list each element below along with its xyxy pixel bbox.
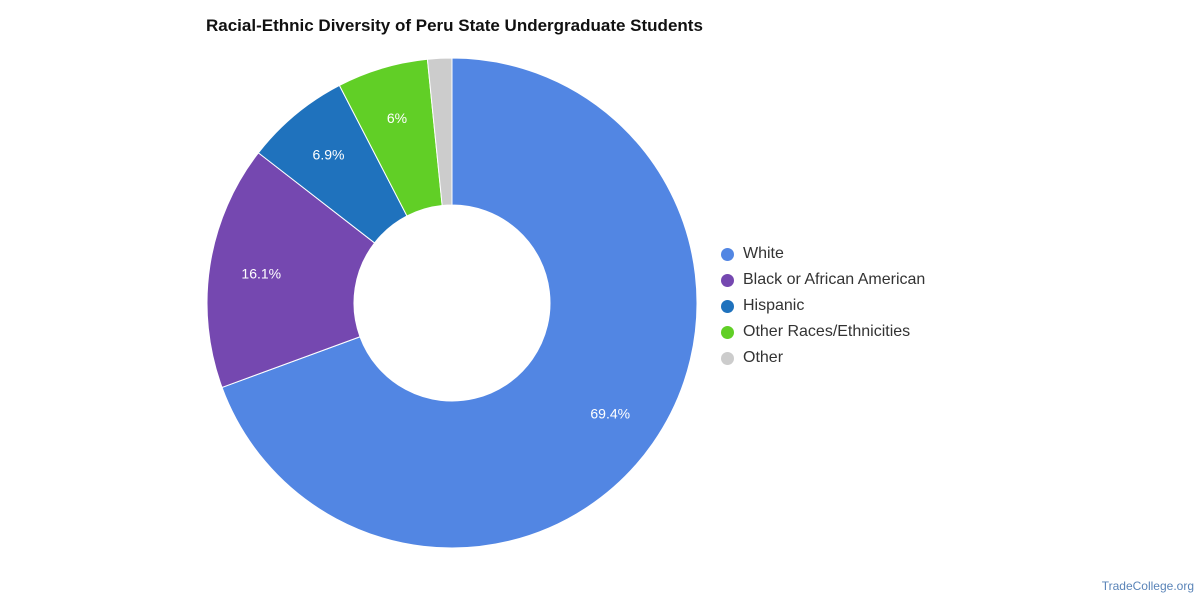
legend-label: White	[743, 245, 784, 262]
slice-label-white: 69.4%	[590, 405, 630, 421]
legend-item-other[interactable]: Other	[721, 345, 925, 371]
slice-label-other-races-ethnicities: 6%	[387, 110, 407, 126]
slice-label-hispanic: 6.9%	[313, 147, 345, 163]
legend-label: Black or African American	[743, 271, 926, 288]
source-credit[interactable]: TradeCollege.org	[1101, 579, 1194, 593]
legend-item-hispanic[interactable]: Hispanic	[721, 293, 925, 319]
slice-labels-group: 69.4% 16.1% 6.9% 6%	[241, 110, 630, 421]
legend-item-other-races-ethnicities[interactable]: Other Races/Ethnicities	[721, 319, 925, 345]
legend-label: Hispanic	[743, 297, 805, 314]
legend-swatch	[721, 247, 734, 261]
legend-swatch	[721, 273, 734, 287]
slice-black-or-african-american[interactable]	[206, 152, 376, 389]
legend-swatch	[721, 325, 734, 339]
legend-label: Other Races/Ethnicities	[743, 323, 911, 340]
legend-swatch	[721, 299, 734, 313]
legend-label: Other	[743, 349, 784, 366]
slices-group	[206, 57, 698, 549]
legend-swatch	[721, 351, 734, 365]
slice-label-black-or-african-american: 16.1%	[241, 265, 281, 281]
slice-other[interactable]	[426, 57, 453, 207]
legend-item-black-or-african-american[interactable]: Black or African American	[721, 267, 925, 293]
chart-title: Racial-Ethnic Diversity of Peru State Un…	[206, 16, 703, 35]
chart-legend: White Black or African American Hispanic Ot…	[721, 241, 925, 371]
slice-white[interactable]	[221, 57, 698, 549]
legend-item-white[interactable]: White	[721, 241, 925, 267]
